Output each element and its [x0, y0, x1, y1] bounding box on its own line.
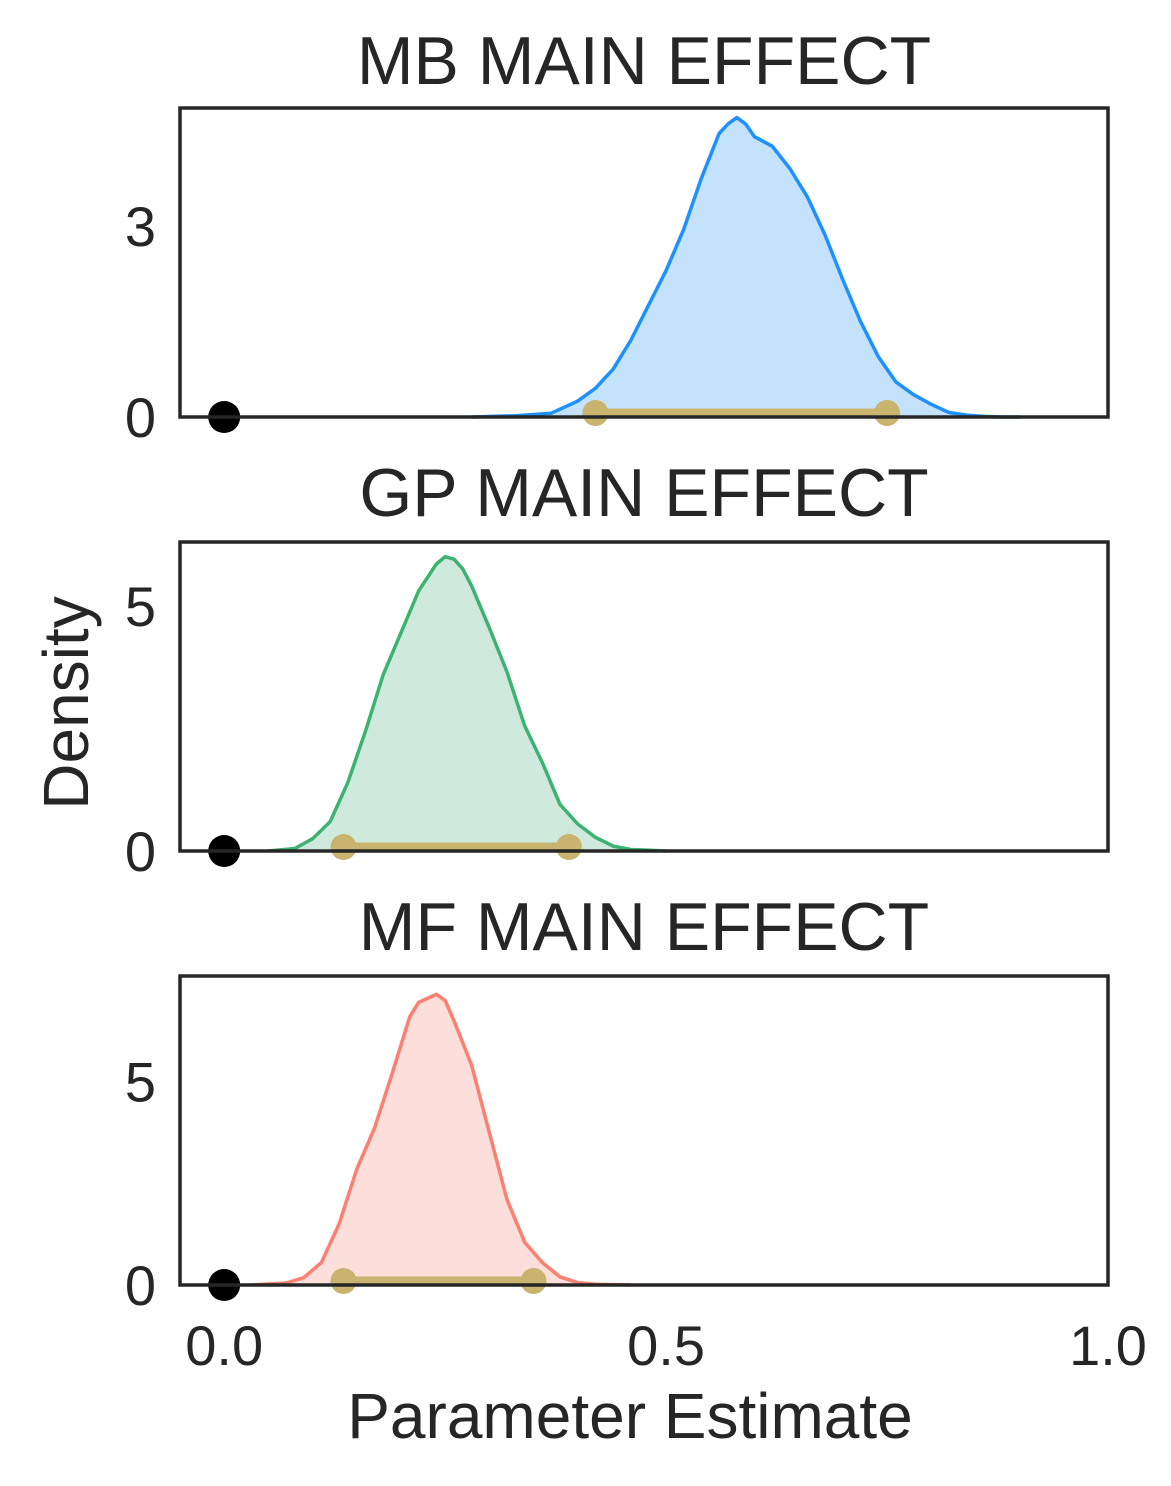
x-tick-label: 0.0 [185, 1314, 263, 1377]
y-axis-label: Density [30, 596, 102, 809]
axes-frame [178, 974, 1110, 1287]
interval-lower-marker [330, 1268, 357, 1294]
x-tick-label: 1.0 [1069, 1314, 1147, 1377]
panel-title: MB MAIN EFFECT [357, 23, 931, 99]
y-tick-label: 5 [125, 1051, 156, 1114]
density-curve [471, 115, 1020, 419]
panel-title: GP MAIN EFFECT [359, 455, 928, 531]
density-curve [268, 554, 667, 853]
x-axis-label: Parameter Estimate [347, 1380, 913, 1452]
y-tick-label: 0 [125, 386, 156, 449]
y-tick-label: 0 [125, 820, 156, 883]
interval-upper-marker [874, 400, 901, 426]
panel-3: MF MAIN EFFECT 0 5 0.0 0.5 1.0 [125, 889, 1147, 1377]
axes-frame [178, 540, 1110, 853]
panel-1: MB MAIN EFFECT 0 3 [125, 23, 1110, 449]
y-tick-label: 5 [125, 575, 156, 638]
panel-title: MF MAIN EFFECT [359, 889, 929, 965]
density-fill [250, 994, 631, 1285]
density-curve [250, 992, 631, 1287]
interval-upper-marker [520, 1268, 547, 1294]
panel-2: GP MAIN EFFECT 0 5 [125, 455, 1110, 883]
density-fill [268, 556, 667, 851]
x-tick-label: 0.5 [627, 1314, 705, 1377]
density-fill [471, 117, 1020, 417]
y-tick-label: 3 [125, 195, 156, 258]
y-tick-label: 0 [125, 1254, 156, 1317]
axes-frame [178, 106, 1110, 419]
interval-lower-marker [582, 400, 609, 426]
interval-upper-marker [555, 834, 582, 860]
interval-lower-marker [330, 834, 357, 860]
